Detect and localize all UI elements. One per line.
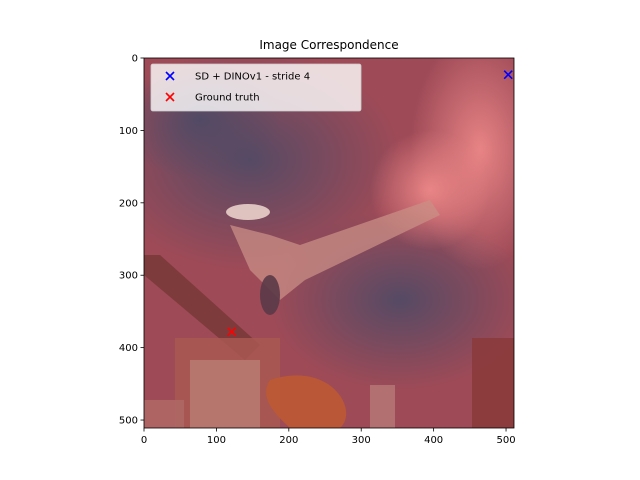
x-tick-label: 100	[207, 435, 226, 446]
x-tick-label: 200	[279, 435, 298, 446]
legend-ground-truth-marker	[165, 92, 175, 102]
legend-prediction-marker	[165, 71, 175, 81]
prediction-marker	[503, 70, 513, 80]
x-tick-label: 400	[424, 435, 443, 446]
x-tick-label: 0	[141, 435, 147, 446]
y-tick-label: 100	[119, 126, 138, 137]
y-tick-label: 500	[119, 416, 138, 427]
chart-title: Image Correspondence	[259, 38, 398, 52]
ground-truth-marker	[227, 327, 237, 337]
legend-label: SD + DINOv1 - stride 4	[195, 72, 310, 83]
y-tick-label: 300	[119, 271, 138, 282]
y-tick-label: 200	[119, 198, 138, 209]
y-tick-label: 400	[119, 343, 138, 354]
background-image	[144, 58, 514, 428]
x-tick-label: 300	[352, 435, 371, 446]
y-tick-label: 0	[132, 54, 138, 65]
legend-label: Ground truth	[195, 93, 260, 104]
plot-area	[143, 57, 515, 429]
x-tick-label: 500	[496, 435, 515, 446]
legend-box	[150, 63, 362, 112]
scatter-markers	[227, 70, 513, 337]
legend: SD + DINOv1 - stride 4 Ground truth	[150, 63, 362, 112]
